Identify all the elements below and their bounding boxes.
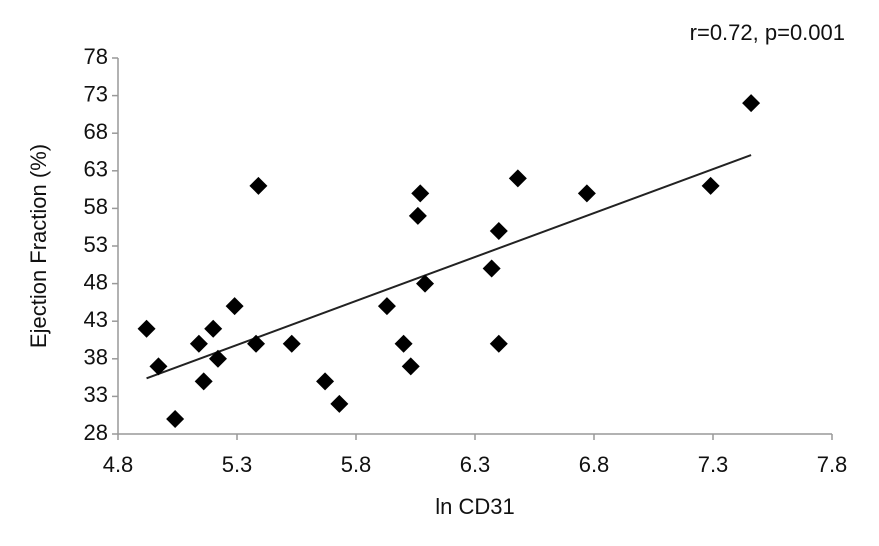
point xyxy=(394,334,413,353)
point xyxy=(577,184,596,203)
y-tick-label: 43 xyxy=(84,307,108,332)
point xyxy=(377,297,396,316)
point xyxy=(137,319,156,338)
point xyxy=(482,259,501,278)
point xyxy=(408,206,427,225)
point xyxy=(249,176,268,195)
point xyxy=(149,357,168,376)
point xyxy=(489,334,508,353)
y-tick-label: 73 xyxy=(84,81,108,106)
x-tick-label: 5.8 xyxy=(341,452,372,477)
x-tick-label: 6.8 xyxy=(579,452,610,477)
x-tick-label: 7.3 xyxy=(698,452,729,477)
point xyxy=(247,334,266,353)
y-tick-label: 63 xyxy=(84,157,108,182)
point xyxy=(701,176,720,195)
point xyxy=(194,372,213,391)
y-tick-label: 58 xyxy=(84,194,108,219)
y-axis-label: Ejection Fraction (%) xyxy=(26,144,51,348)
point xyxy=(489,221,508,240)
x-tick-label: 6.3 xyxy=(460,452,491,477)
point xyxy=(282,334,301,353)
y-tick-label: 78 xyxy=(84,44,108,69)
point xyxy=(204,319,223,338)
y-tick-label: 38 xyxy=(84,345,108,370)
point xyxy=(189,334,208,353)
point xyxy=(411,184,430,203)
x-axis-label: ln CD31 xyxy=(435,494,514,519)
y-tick-label: 68 xyxy=(84,119,108,144)
x-tick-label: 4.8 xyxy=(103,452,134,477)
y-tick-label: 48 xyxy=(84,269,108,294)
annotation: r=0.72, p=0.001 xyxy=(690,20,845,45)
y-tick-label: 28 xyxy=(84,420,108,445)
y-tick-label: 33 xyxy=(84,382,108,407)
point xyxy=(316,372,335,391)
trendline xyxy=(146,154,752,380)
x-tick-label: 7.8 xyxy=(817,452,848,477)
point xyxy=(330,394,349,413)
point xyxy=(401,357,420,376)
x-tick-label: 5.3 xyxy=(222,452,253,477)
point xyxy=(742,94,761,113)
point xyxy=(416,274,435,293)
point xyxy=(508,169,527,188)
y-tick-label: 53 xyxy=(84,232,108,257)
point xyxy=(208,349,227,368)
point xyxy=(166,409,185,428)
point xyxy=(225,297,244,316)
